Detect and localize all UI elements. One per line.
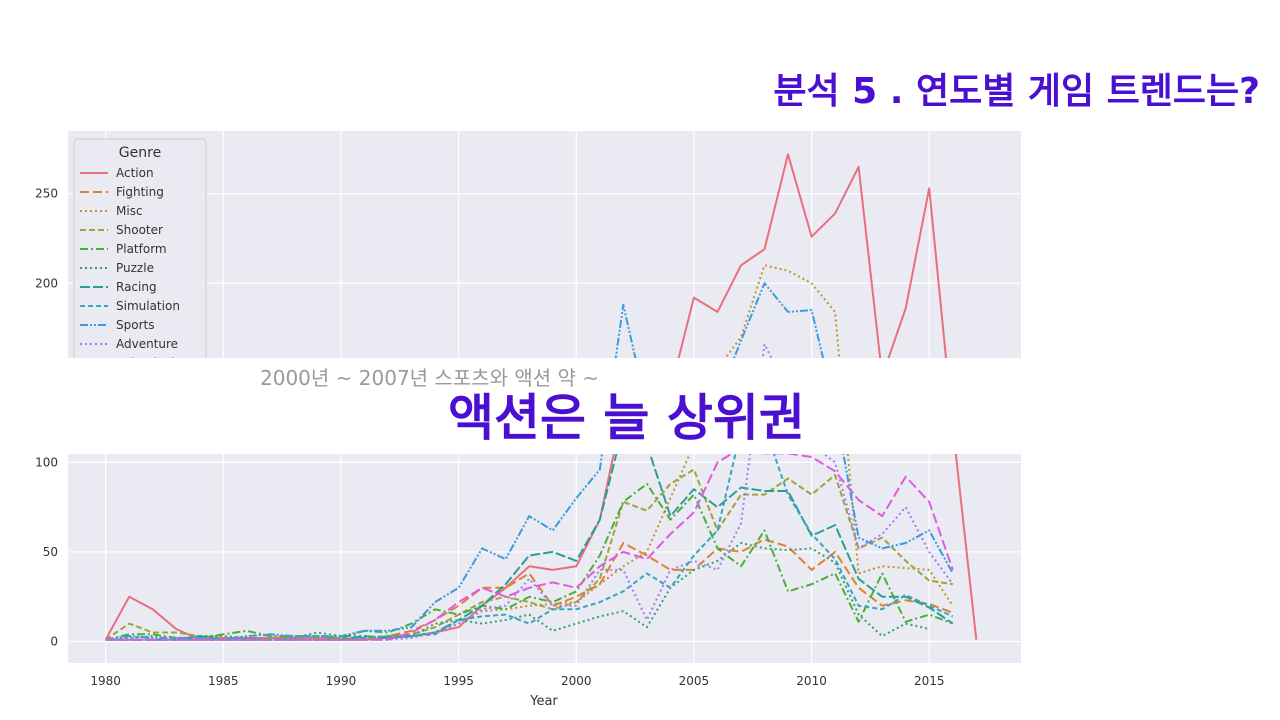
legend-label: Fighting [116, 185, 164, 199]
y-tick-label: 100 [35, 455, 58, 469]
y-tick-label: 0 [50, 635, 58, 649]
caption-overlay-panel [60, 358, 1040, 454]
y-tick-label: 200 [35, 276, 58, 290]
x-tick-label: 1995 [443, 674, 474, 688]
x-tick-labels: 1980 1985 1990 1995 2000 2005 2010 2015 [90, 674, 944, 688]
x-tick-label: 2015 [914, 674, 945, 688]
legend-label: Misc [116, 204, 143, 218]
legend-label: Puzzle [116, 261, 154, 275]
series-line-role-playing [105, 447, 954, 641]
slide-title: 분석 5 . 연도별 게임 트렌드는? [773, 71, 1260, 112]
legend-label: Action [116, 166, 154, 180]
x-tick-label: 2010 [796, 674, 827, 688]
series-layer [104, 153, 978, 641]
x-tick-label: 1990 [326, 674, 357, 688]
caption-text: 액션은 늘 상위권 [448, 389, 805, 447]
x-tick-label: 2000 [561, 674, 592, 688]
legend: Genre Action Fighting Misc Shooter Platform P… [73, 138, 207, 370]
series-line-fighting [105, 538, 954, 641]
series-line-racing [105, 425, 954, 641]
legend-label: Platform [116, 242, 167, 256]
y-tick-labels: 0 50 100 200 250 [35, 187, 58, 649]
legend-label: Racing [116, 280, 157, 294]
x-axis-label: Year [529, 694, 558, 709]
x-tick-label: 2005 [679, 674, 710, 688]
series-line-simulation [105, 425, 954, 641]
faded-overlay-text: 2000년 ~ 2007년 스포츠와 액션 약 ~ [260, 366, 600, 390]
x-tick-label: 1980 [90, 674, 121, 688]
y-tick-label: 250 [35, 187, 58, 201]
series-line-platform [105, 482, 954, 641]
legend-label: Simulation [116, 299, 180, 313]
legend-label: Sports [116, 318, 154, 332]
legend-label: Adventure [116, 337, 178, 351]
series-line-sports [105, 282, 954, 641]
y-tick-label: 50 [43, 545, 58, 559]
legend-title: Genre [119, 145, 161, 161]
x-tick-label: 1985 [208, 674, 239, 688]
legend-label: Shooter [116, 223, 163, 237]
